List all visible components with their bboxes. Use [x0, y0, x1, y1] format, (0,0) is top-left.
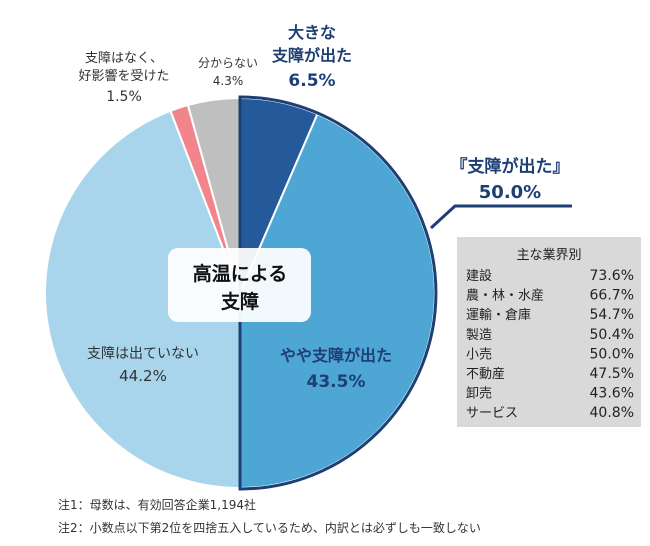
value-unknown: 4.3%: [213, 74, 244, 88]
value-large-impact: 6.5%: [288, 71, 335, 91]
label-some-impact: やや支障が出た: [280, 346, 392, 365]
label-positive-impact-line2: 好影響を受けた: [78, 68, 169, 84]
label-large-impact-line1: 大きな: [288, 23, 336, 42]
breakdown-value-4: 50.0%: [590, 346, 634, 362]
center-title-line2: 支障: [220, 290, 259, 313]
breakdown-title: 主な業界別: [516, 247, 581, 263]
breakdown-value-7: 40.8%: [590, 405, 634, 421]
label-no-impact: 支障は出ていない: [87, 346, 199, 362]
value-no-impact: 44.2%: [119, 367, 167, 385]
breakdown-label-1: 農・林・水産: [466, 288, 544, 304]
breakdown-label-2: 運輸・倉庫: [466, 308, 531, 323]
footnote-1: 注1：母数は、有効回答企業1,194社: [58, 498, 256, 512]
breakdown-value-2: 54.7%: [590, 307, 634, 323]
center-title-line1: 高温による: [193, 262, 287, 285]
label-large-impact-line2: 支障が出た: [271, 46, 352, 65]
breakdown-label-6: 卸売: [466, 386, 492, 402]
breakdown-label-4: 小売: [466, 346, 492, 362]
callout-leader-line: [429, 204, 572, 230]
breakdown-value-3: 50.4%: [590, 327, 634, 343]
callout-value: 50.0%: [479, 182, 541, 203]
label-unknown: 分からない: [198, 56, 258, 70]
breakdown-box: [457, 237, 641, 427]
slice-no-impact: [44, 109, 241, 490]
value-positive-impact: 1.5%: [106, 89, 142, 105]
center-title-box: [168, 248, 311, 322]
callout-label: 『支障が出た』: [451, 156, 570, 177]
footnote-2: 注2：小数点以下第2位を四捨五入しているため、内訳とは必ずしも一致しない: [58, 521, 481, 535]
breakdown-label-5: 不動産: [466, 366, 505, 382]
breakdown-label-0: 建設: [466, 268, 492, 284]
breakdown-value-6: 43.6%: [590, 386, 634, 402]
value-some-impact: 43.5%: [307, 372, 366, 392]
label-positive-impact-line1: 支障はなく、: [85, 51, 163, 66]
breakdown-value-0: 73.6%: [590, 268, 634, 284]
breakdown-value-1: 66.7%: [590, 288, 634, 304]
breakdown-value-5: 47.5%: [590, 366, 634, 382]
breakdown-label-7: サービス: [466, 406, 518, 421]
highlight-outline: [238, 95, 438, 491]
breakdown-label-3: 製造: [466, 328, 492, 343]
